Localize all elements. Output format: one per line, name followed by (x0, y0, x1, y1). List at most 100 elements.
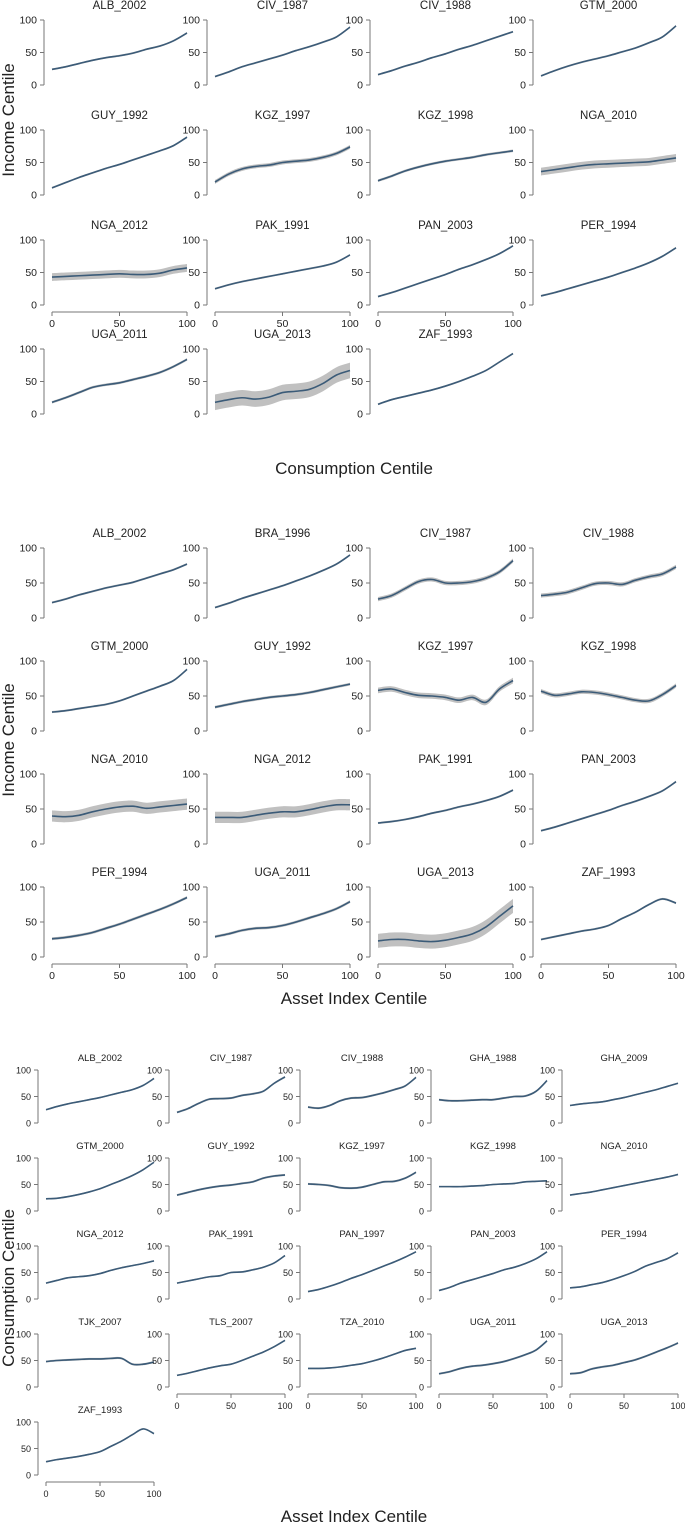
y-tick-label: 50 (188, 917, 200, 929)
y-tick-label: 0 (520, 839, 526, 851)
confidence-band (439, 1079, 547, 1102)
panel-NGA_2010: NGA_2010 0 50 100 (508, 110, 677, 202)
y-tick-label: 0 (520, 190, 526, 202)
y-axis: 0 50 100 (540, 1242, 563, 1305)
x-tick-label: 100 (341, 318, 359, 330)
panel-title: TJK_2007 (78, 1317, 121, 1328)
panel-GTM_2000: GTM_2000 0 50 100 (508, 0, 677, 92)
y-tick-label: 0 (26, 1119, 31, 1129)
x-tick-label: 0 (375, 318, 381, 330)
chart-income-vs-asset-index: ALB_2002 0 50 100 BRA_1996 0 50 100 CIV_1987 0 50 1… (0, 528, 685, 1008)
fitted-line (569, 1082, 679, 1107)
y-axis: 0 50 100 (19, 235, 45, 312)
y-tick-label: 50 (188, 47, 200, 59)
y-tick-label: 0 (31, 300, 37, 312)
panel-title: PER_1994 (581, 220, 637, 232)
y-tick-label: 100 (16, 1330, 31, 1340)
y-tick-label: 0 (288, 1383, 293, 1393)
panel-title: KGZ_1997 (255, 110, 311, 122)
y-tick-label: 0 (194, 613, 200, 625)
x-tick-label: 100 (341, 970, 359, 982)
fitted-line (569, 1252, 679, 1289)
y-tick-label: 50 (188, 157, 200, 169)
x-tick-label: 50 (114, 318, 126, 330)
y-tick-label: 100 (19, 656, 37, 668)
panel-title: KGZ_1998 (418, 110, 474, 122)
panel-title: UGA_2011 (470, 1317, 516, 1328)
panel-PAN_2003: PAN_2003 0 50 100 (508, 754, 677, 851)
confidence-band (541, 780, 676, 832)
confidence-band (52, 668, 187, 714)
confidence-band (308, 1076, 416, 1110)
y-tick-label: 50 (514, 267, 526, 279)
panel-CIV_1988: CIV_1988 0 50 100 (508, 528, 677, 625)
y-tick-label: 50 (414, 1180, 424, 1190)
y-tick-label: 100 (182, 656, 200, 668)
y-tick-label: 50 (152, 1268, 162, 1278)
y-tick-label: 100 (409, 1154, 424, 1164)
panel-NGA_2012: NGA_2012 0 50 100 (182, 754, 351, 851)
panel-title: BRA_1996 (255, 528, 311, 540)
fitted-line (540, 684, 677, 703)
panel-title: CIV_1987 (420, 528, 471, 540)
confidence-band (541, 897, 676, 941)
y-tick-label: 50 (514, 47, 526, 59)
y-tick-label: 0 (550, 1207, 555, 1217)
y-axis: 0 50 100 (345, 656, 371, 738)
x-tick-label: 100 (504, 318, 522, 330)
y-axis: 0 50 100 (278, 1242, 301, 1305)
y-axis: 0 50 100 (540, 1154, 563, 1217)
confidence-band (52, 896, 187, 941)
y-axis-title: Consumption Centile (0, 1209, 18, 1367)
y-tick-label: 0 (194, 300, 200, 312)
panel-GHA_2009: GHA_2009 0 50 100 (540, 1053, 679, 1129)
fitted-line (45, 1161, 155, 1200)
x-tick-label: 50 (488, 1401, 498, 1411)
x-tick-label: 50 (603, 970, 615, 982)
y-tick-label: 50 (188, 267, 200, 279)
x-axis-title: Asset Index Centile (281, 1507, 427, 1526)
y-tick-label: 50 (188, 578, 200, 590)
panel-title: CIV_1987 (257, 0, 308, 12)
panel-title: ALB_2002 (78, 1053, 122, 1064)
panel-title: TZA_2010 (340, 1317, 384, 1328)
y-tick-label: 0 (357, 300, 363, 312)
fitted-line (540, 25, 677, 77)
y-tick-label: 100 (182, 235, 200, 247)
fitted-line (438, 1179, 548, 1188)
x-tick-label: 50 (440, 970, 452, 982)
x-tick-label: 50 (619, 1401, 629, 1411)
y-axis: 0 50 100 (345, 769, 371, 851)
confidence-band (215, 253, 350, 290)
panel-PAK_1991: PAK_1991 0 50 100 (345, 754, 514, 851)
panel-TZA_2010: TZA_2010 0 50 100 0 50 100 (278, 1317, 424, 1411)
y-axis: 0 50 100 (345, 235, 371, 312)
x-tick-label: 50 (277, 970, 289, 982)
y-tick-label: 50 (25, 157, 37, 169)
y-tick-label: 100 (147, 1330, 162, 1340)
confidence-band (570, 1252, 678, 1289)
fitted-line (377, 905, 514, 943)
y-tick-label: 100 (182, 15, 200, 27)
panel-title: PAK_1991 (209, 1229, 254, 1240)
y-tick-label: 50 (21, 1180, 31, 1190)
y-axis: 0 50 100 (19, 769, 45, 851)
confidence-band (308, 1347, 416, 1370)
fitted-line (569, 1342, 679, 1375)
y-axis: 0 50 100 (345, 125, 371, 202)
panel-BRA_1996: BRA_1996 0 50 100 (182, 528, 351, 625)
panel-CIV_1987: CIV_1987 0 50 100 (147, 1053, 286, 1129)
y-axis: 0 50 100 (16, 1418, 39, 1481)
confidence-band (46, 1260, 154, 1284)
y-axis: 0 50 100 (508, 543, 534, 625)
y-tick-label: 50 (514, 917, 526, 929)
y-axis: 0 50 100 (182, 656, 208, 738)
y-axis: 0 50 100 (19, 15, 45, 92)
y-tick-label: 100 (278, 1330, 293, 1340)
x-axis: 0 50 100 (212, 963, 359, 982)
panel-title: NGA_2012 (254, 754, 311, 766)
panel-title: GUY_1992 (207, 1141, 254, 1152)
fitted-line (45, 1428, 155, 1463)
panel-PAK_1991: PAK_1991 0 50 100 0 50 100 (182, 220, 358, 330)
fitted-line (377, 789, 514, 824)
